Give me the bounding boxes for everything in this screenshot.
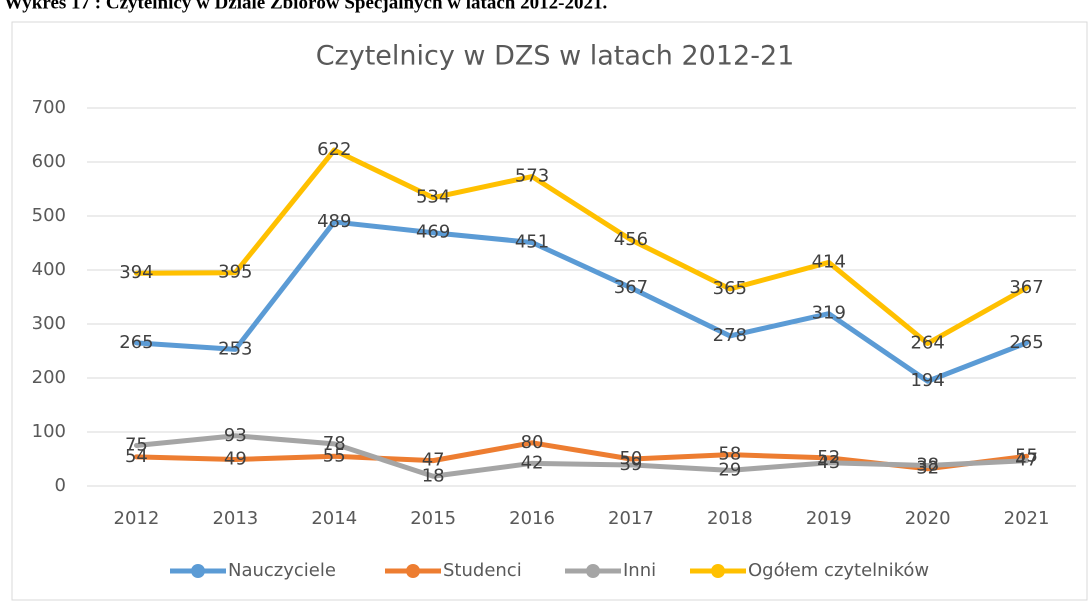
value-label: 55 [1015,445,1038,466]
value-label: 414 [812,251,846,272]
x-tick-label: 2013 [212,508,258,529]
value-label: 573 [515,166,549,187]
value-label: 49 [224,449,247,470]
value-label: 622 [317,139,351,160]
y-tick-label: 100 [32,421,66,442]
value-label: 39 [619,454,642,475]
value-label: 32 [916,458,939,479]
value-label: 264 [910,332,944,353]
legend-label: Studenci [443,560,522,581]
legend-marker [586,564,600,578]
x-tick-label: 2014 [311,508,357,529]
x-tick-label: 2012 [114,508,160,529]
value-label: 50 [619,448,642,469]
y-tick-label: 0 [55,475,66,496]
value-label: 42 [521,452,544,473]
legend-label: Ogółem czytelników [748,560,929,581]
series-line [133,219,1030,384]
x-tick-label: 2018 [707,508,753,529]
y-tick-label: 300 [32,313,66,334]
value-label: 367 [1009,277,1043,298]
value-label: 58 [718,444,741,465]
value-label: 43 [817,452,840,473]
value-label: 469 [416,222,450,243]
value-label: 18 [422,465,445,486]
lines [133,147,1030,479]
series-line [133,433,1030,479]
chart-frame [11,21,1088,601]
value-label: 395 [218,262,252,283]
value-label: 38 [916,454,939,475]
y-tick-label: 400 [32,259,66,280]
series-line [133,147,1030,346]
value-label: 75 [125,435,148,456]
legend-label: Inni [623,560,656,581]
value-label: 367 [614,277,648,298]
value-label: 365 [713,278,747,299]
chart-title: Czytelnicy w DZS w latach 2012-21 [316,41,795,72]
x-tick-label: 2015 [410,508,456,529]
value-label: 534 [416,187,450,208]
value-label: 93 [224,425,247,446]
x-tick-label: 2017 [608,508,654,529]
value-label: 489 [317,211,351,232]
y-tick-label: 500 [32,205,66,226]
value-label: 394 [119,262,153,283]
value-label: 52 [817,447,840,468]
x-tick-label: 2021 [1004,508,1050,529]
value-label: 451 [515,231,549,252]
value-label: 47 [422,450,445,471]
y-tick-label: 700 [32,97,66,118]
y-tick-label: 600 [32,151,66,172]
value-label: 319 [812,303,846,324]
value-label: 54 [125,446,148,467]
x-tick-label: 2016 [509,508,555,529]
legend-marker [711,564,725,578]
value-label: 47 [1015,450,1038,471]
legend-marker [406,564,420,578]
value-label: 78 [323,433,346,454]
page-heading: Wykres 17 : Czytelnicy w Dziale Zbiorów … [4,0,607,13]
value-label: 55 [323,445,346,466]
value-label: 80 [521,432,544,453]
value-label: 253 [218,338,252,359]
value-label: 29 [718,459,741,480]
value-label: 265 [1009,332,1043,353]
legend-marker [191,564,205,578]
value-label: 278 [713,325,747,346]
value-label: 194 [910,370,944,391]
value-label: 456 [614,229,648,250]
y-tick-label: 200 [32,367,66,388]
grid: 0 100 200 300 400 500 600 700 2012 2013 2014 2015 20… [32,97,1076,529]
legend: Nauczyciele Studenci Inni Ogółem czytelnikó… [170,560,929,581]
value-label: 265 [119,332,153,353]
legend-label: Nauczyciele [228,560,336,581]
x-tick-label: 2020 [905,508,951,529]
x-tick-label: 2019 [806,508,852,529]
